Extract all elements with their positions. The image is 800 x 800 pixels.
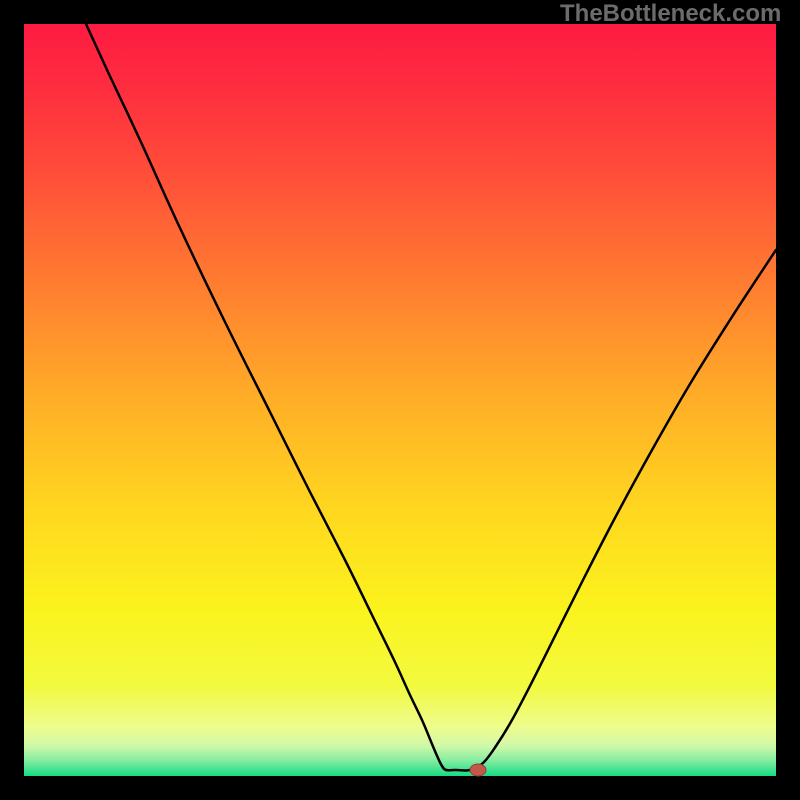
optimal-point-marker — [470, 764, 486, 776]
bottleneck-chart — [0, 0, 800, 800]
plot-background — [24, 24, 776, 776]
watermark-text: TheBottleneck.com — [560, 0, 781, 28]
